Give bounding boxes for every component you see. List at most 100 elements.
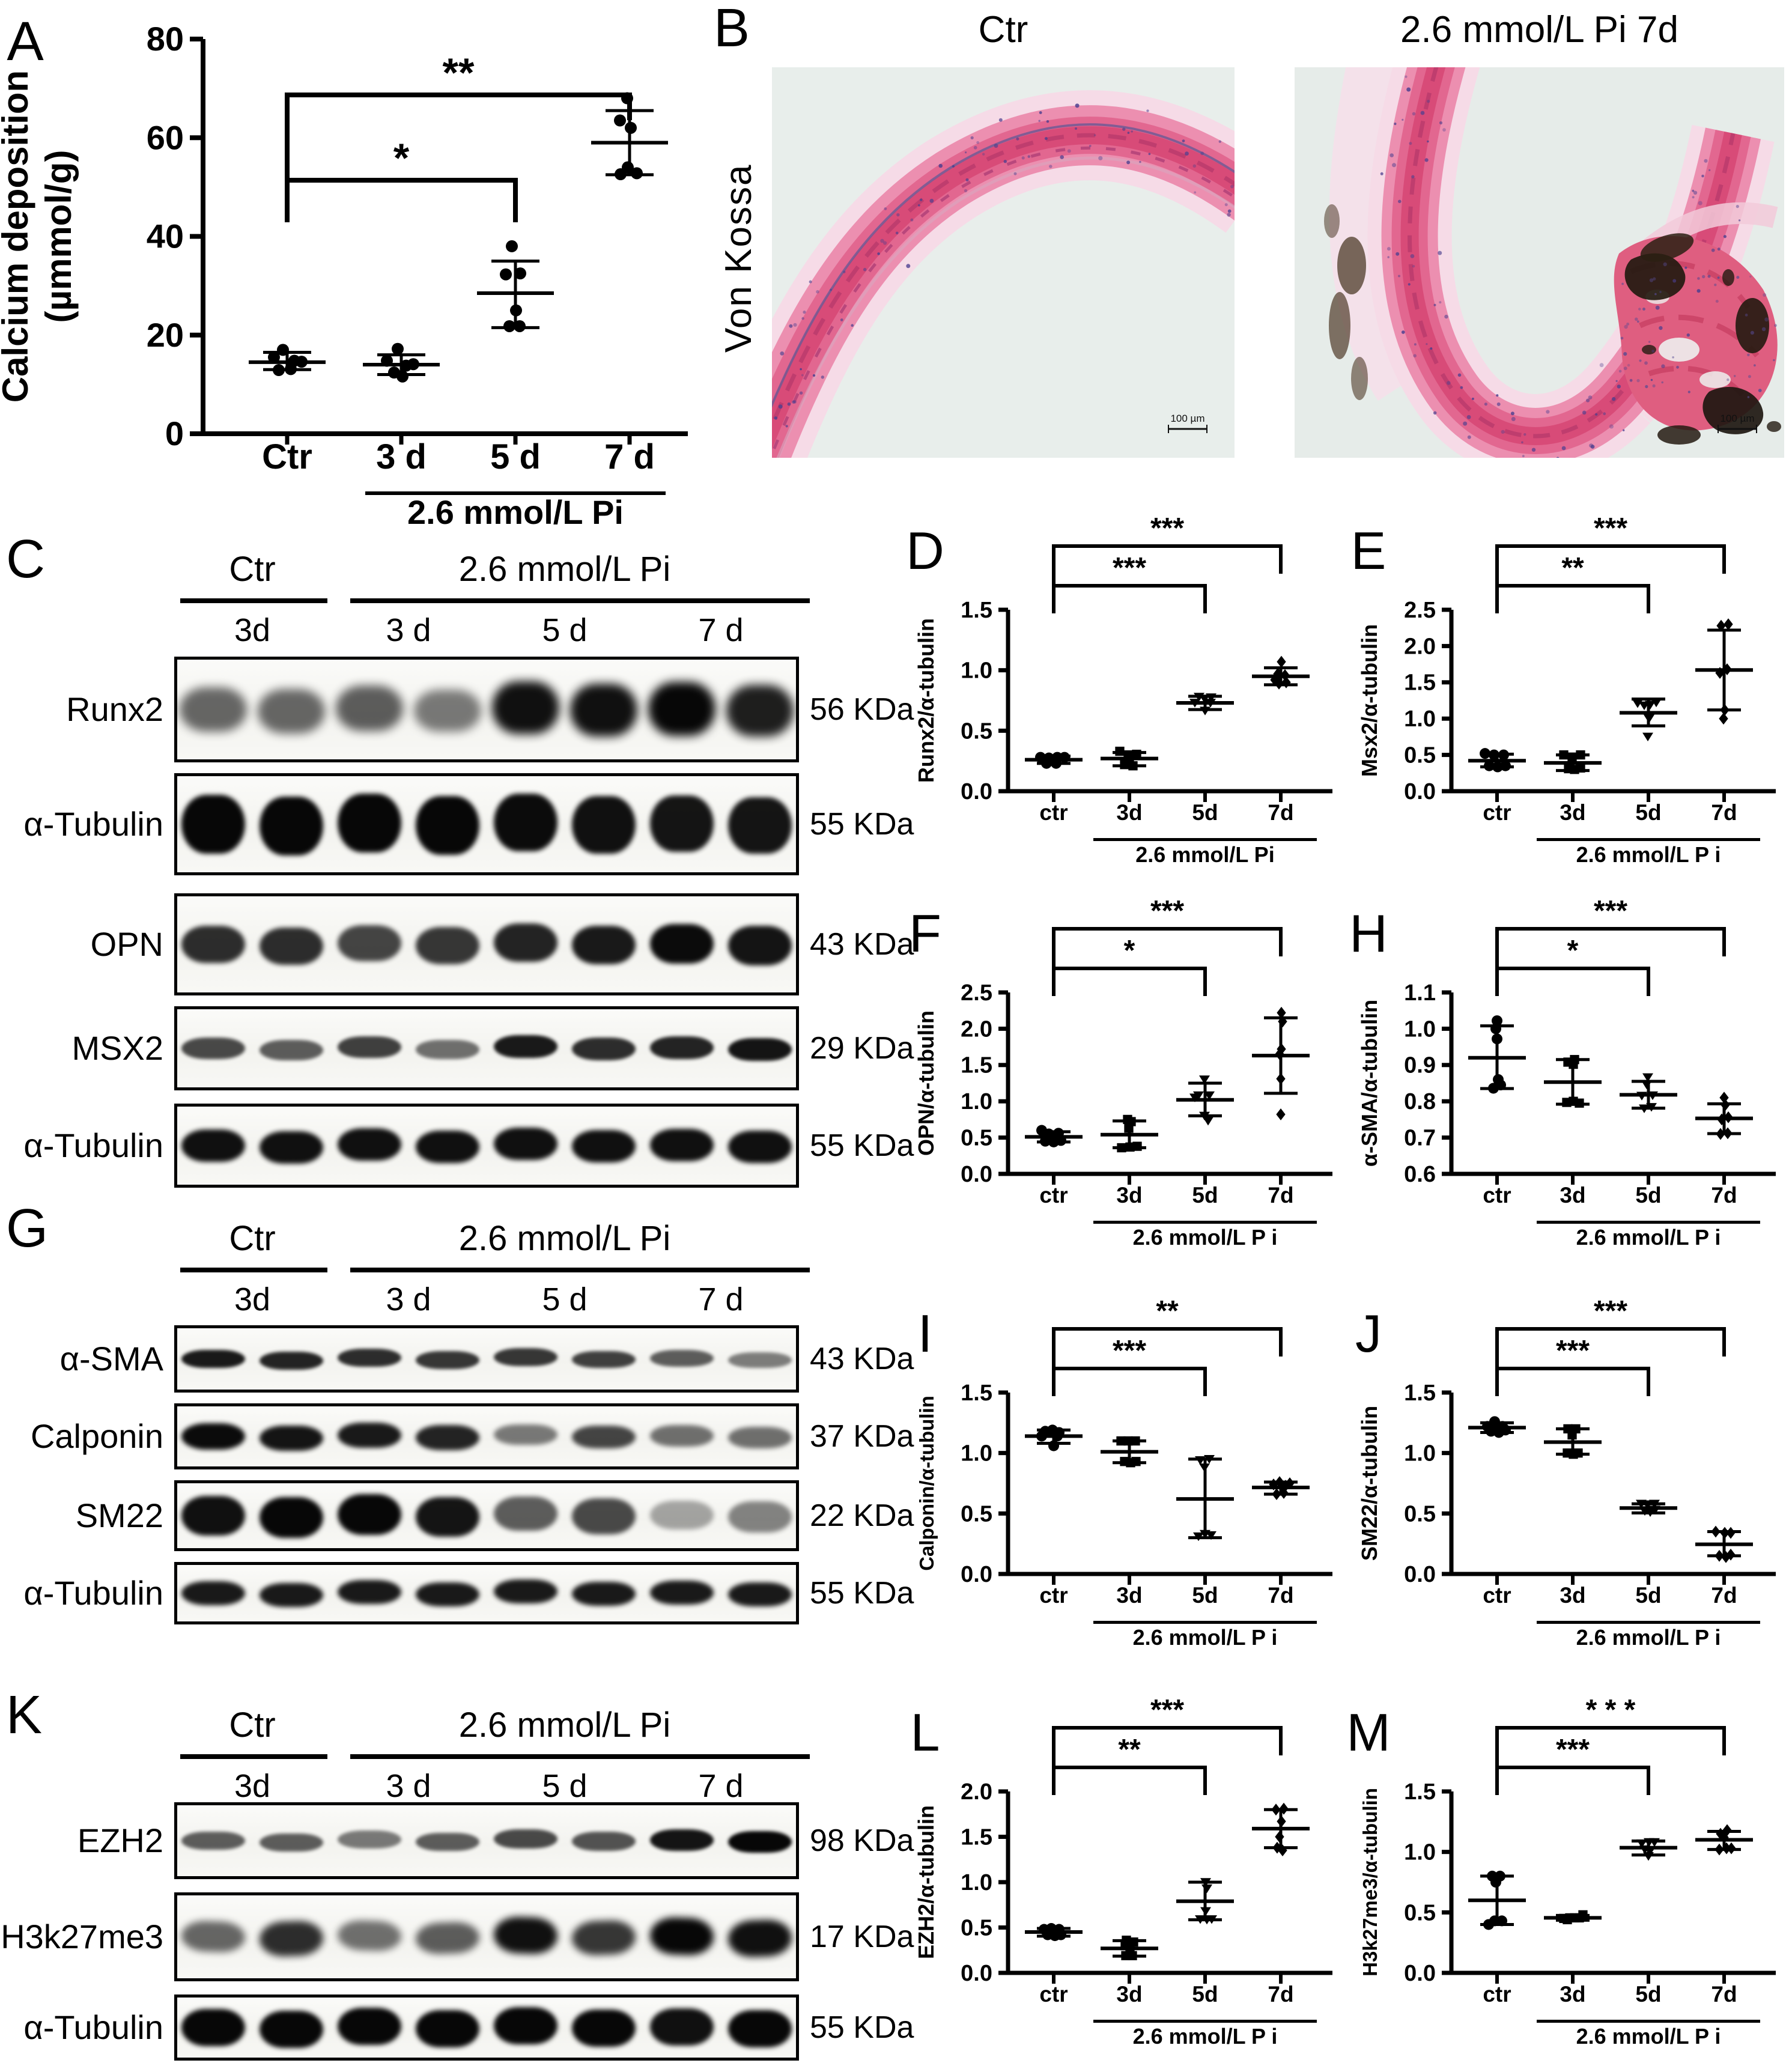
chart-text: 0.5 [961, 1501, 992, 1527]
timepoint-label: 5 d [542, 1281, 588, 1317]
pi-header-underline [350, 598, 810, 603]
data-point-diamond [1711, 1525, 1721, 1538]
chart-text: 3d [1560, 1583, 1585, 1608]
treatment-underline [1093, 1621, 1317, 1624]
data-point-diamond [1276, 1108, 1286, 1120]
chart-text: ** [1156, 1295, 1179, 1327]
chart-text: H [1349, 904, 1388, 963]
nucleus-dot [1636, 378, 1640, 383]
nucleus-dot [1185, 151, 1189, 156]
nucleus-dot [1758, 389, 1762, 392]
data-point-circle [1492, 1033, 1502, 1045]
chart-text: 2.5 [961, 980, 992, 1006]
protein-band [494, 1579, 557, 1603]
protein-band [572, 796, 636, 854]
artery-section-ctr [772, 90, 1235, 458]
data-point-circle [615, 168, 627, 181]
nucleus-dot [1650, 378, 1653, 381]
nucleus-dot [1654, 293, 1657, 296]
timepoint-label: 3 d [386, 612, 431, 648]
timepoint-label: 7 d [698, 612, 744, 648]
nucleus-dot [1748, 375, 1751, 378]
blot-target-label: α-SMA [59, 1340, 163, 1378]
nucleus-dot [1736, 276, 1740, 279]
nucleus-dot [1027, 155, 1031, 158]
chart-text: 0.5 [961, 1126, 992, 1151]
nucleus-dot [793, 323, 797, 327]
nucleus-dot [1467, 435, 1471, 439]
nucleus-dot [1131, 130, 1133, 133]
nucleus-dot [1588, 395, 1593, 400]
nucleus-dot [1387, 247, 1391, 251]
nucleus-dot [1192, 164, 1197, 168]
nucleus-dot [1046, 120, 1049, 123]
histology-image-pi7d: 100 µm [1295, 67, 1784, 458]
nucleus-dot [965, 151, 967, 154]
data-point-circle [1055, 1929, 1066, 1940]
protein-band [338, 1580, 401, 1604]
nucleus-dot [1430, 347, 1433, 350]
nucleus-dot [1230, 184, 1234, 189]
chart-text: 5d [1635, 1183, 1661, 1208]
nucleus-dot [1546, 410, 1550, 414]
blot-strip [174, 1104, 799, 1188]
nucleus-dot [1511, 417, 1516, 421]
data-point-circle [277, 344, 289, 356]
chart-text: EZH2/α-tubulin [914, 1805, 938, 1959]
nucleus-dot [1398, 199, 1402, 204]
nucleus-dot [918, 204, 920, 207]
protein-band [338, 1830, 401, 1849]
nucleus-dot [1146, 109, 1149, 112]
data-point-diamond [1715, 667, 1725, 679]
protein-band [338, 1128, 401, 1161]
chart-text: 0.5 [961, 1915, 992, 1940]
chart-text: 1.0 [1404, 1840, 1436, 1865]
chart-text: ctr [1483, 1183, 1511, 1208]
treatment-underline [1537, 2020, 1760, 2023]
nucleus-dot [1655, 305, 1660, 310]
nucleus-dot [1590, 445, 1595, 449]
protein-band [181, 1038, 245, 1059]
chart-text: ctr [1039, 1183, 1068, 1208]
sig-bracket [1495, 544, 1726, 585]
data-point-triangle [1646, 1103, 1657, 1112]
nucleus-dot [1749, 275, 1752, 278]
protein-band [181, 1581, 245, 1605]
data-point-diamond [1715, 1843, 1724, 1856]
protein-band [181, 1423, 245, 1450]
data-point-triangle [1189, 1093, 1200, 1102]
blot-target-label: EZH2 [77, 1821, 163, 1859]
nucleus-dot [1750, 330, 1754, 335]
protein-band [416, 1130, 479, 1164]
data-point-triangle [1206, 1915, 1217, 1924]
von-kossa-deposits [1324, 204, 1781, 445]
blot-target-label: OPN [90, 925, 163, 963]
treatment-underline [1093, 838, 1317, 841]
nucleus-dot [1659, 326, 1663, 330]
chart-text: 1.5 [961, 1824, 992, 1850]
data-point-triangle [1644, 714, 1654, 723]
nucleus-dot [1410, 254, 1415, 258]
chart-text: *** [1594, 895, 1627, 927]
nucleus-dot [1013, 172, 1017, 175]
molecular-weight-label: 55 KDa [810, 1128, 914, 1163]
protein-band [570, 684, 637, 737]
data-point-diamond [1277, 655, 1286, 668]
nucleus-dot [1687, 390, 1690, 393]
protein-band [181, 925, 245, 964]
protein-band [728, 1352, 792, 1368]
protein-band [572, 1832, 636, 1851]
protein-band [260, 797, 323, 855]
chart-text: *** [1556, 1734, 1590, 1766]
data-point-diamond [1721, 1099, 1730, 1111]
ctr-group-header: Ctr [229, 1706, 276, 1745]
data-point-circle [1055, 1135, 1066, 1146]
protein-band [728, 1038, 792, 1062]
data-point-square [1576, 763, 1585, 773]
chart-text: 7d [1268, 1583, 1293, 1608]
nucleus-dot [1471, 397, 1474, 400]
nucleus-dot [1089, 145, 1092, 147]
nucleus-dot [1402, 118, 1404, 121]
chart-text: * [1567, 935, 1579, 967]
protein-band [728, 1582, 792, 1606]
